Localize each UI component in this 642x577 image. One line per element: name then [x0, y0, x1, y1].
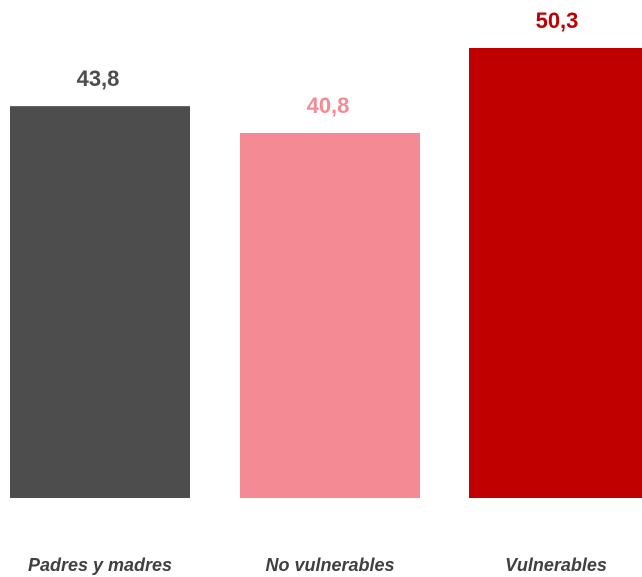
bar — [240, 132, 420, 499]
x-tick-label: No vulnerables — [265, 555, 394, 575]
bar — [469, 48, 642, 498]
value-label: 40,8 — [307, 93, 350, 118]
value-label: 43,8 — [77, 66, 120, 91]
x-tick-label: Padres y madres — [28, 555, 172, 575]
value-label: 50,3 — [536, 8, 579, 33]
bar — [10, 106, 190, 498]
x-tick-label: Vulnerables — [505, 555, 607, 575]
